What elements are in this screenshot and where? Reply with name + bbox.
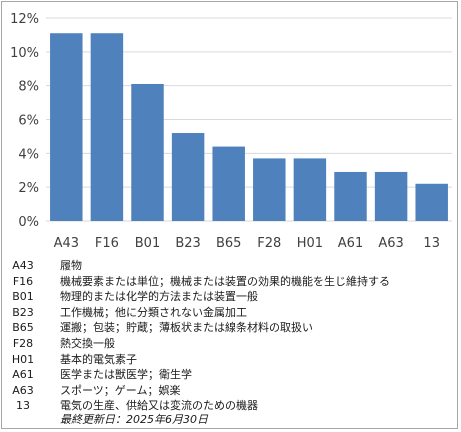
legend-code: A43 [12,259,34,272]
x-tick-label: F16 [95,236,119,251]
y-tick-label: 12% [10,12,39,27]
x-tick-label: B65 [216,236,241,251]
bar [253,158,286,221]
x-tick-label: B23 [175,236,200,251]
x-tick-label: A63 [378,236,403,251]
y-axis-ticks: 0% 2% 4% 6% 8% 10% 12% [10,12,39,230]
legend-row: F28 熱交換一般 [8,336,453,352]
legend-row: B65 運搬；包装；貯蔵；薄板状または線条材料の取扱い [8,320,453,336]
legend-code: 13 [16,399,30,413]
bar [212,146,245,221]
bars [50,33,448,221]
legend-code: B23 [12,305,34,319]
bar [171,133,205,221]
x-tick-label: A43 [54,236,79,251]
bar [334,171,367,221]
y-tick-label: 4% [18,147,39,162]
legend-code: A61 [12,368,34,382]
legend-row: B01 物理的または化学的方法または装置一般 [8,289,453,305]
legend-row: A63 スポーツ；ゲーム；娯楽 [8,383,453,399]
x-tick-label: A61 [338,236,363,251]
category-legend: A43 履物 F16 機械要素または単位；機械または装置の効果的機能を生じ維持する … [8,258,453,414]
x-tick-label: F28 [257,236,281,251]
legend-desc: 電気の生産、供給又は変流のための機器 [60,399,258,413]
x-axis-ticks: A43 F16 B01 B23 B65 F28 H01 A61 A63 13 [54,236,440,251]
legend-desc: 履物 [60,259,82,272]
legend-row: F16 機械要素または単位；機械または装置の効果的機能を生じ維持する [8,274,453,290]
y-tick-label: 8% [18,80,39,95]
legend-row: B23 工作機械；他に分類されない金属加工 [8,305,453,321]
legend-code: F16 [12,274,34,288]
legend-row: A61 医学または獣医学；衛生学 [8,367,453,383]
y-tick-label: 6% [18,114,39,129]
legend-desc: 機械要素または単位；機械または装置の効果的機能を生じ維持する [60,274,390,288]
legend-desc: スポーツ；ゲーム；娯楽 [60,383,181,397]
bar [415,183,448,221]
bar [131,83,164,221]
legend-desc: 運搬；包装；貯蔵；薄板状または線条材料の取扱い [60,321,313,335]
x-tick-label: B01 [135,236,160,251]
legend-desc: 基本的電気素子 [60,352,137,366]
legend-desc: 工作機械；他に分類されない金属加工 [60,305,247,319]
legend-row: H01 基本的電気素子 [8,352,453,368]
legend-code: B65 [12,321,34,335]
legend-code: F28 [12,336,34,350]
y-tick-label: 0% [18,215,39,230]
legend-code: H01 [11,352,35,366]
last-updated-note: 最終更新日：2025年6月30日 [60,413,208,426]
bar [374,171,408,221]
bar [50,33,83,221]
legend-code: B01 [12,290,34,304]
y-tick-label: 2% [18,181,39,196]
x-tick-label: H01 [297,236,323,251]
legend-desc: 熱交換一般 [60,336,115,350]
legend-desc: 物理的または化学的方法または装置一般 [60,290,258,304]
y-tick-label: 10% [10,46,39,61]
bar [293,158,327,221]
bar [90,33,124,221]
legend-desc: 医学または獣医学；衛生学 [60,368,192,382]
bar-chart: 0% 2% 4% 6% 8% 10% 12% A43 F16 B01 B23 B65 F28 H01 A6… [10,12,452,251]
legend-row: A43 履物 [8,258,453,274]
x-tick-label: 13 [423,236,440,251]
legend-code: A63 [12,383,34,397]
legend-row: 13 電気の生産、供給又は変流のための機器 [8,398,453,414]
